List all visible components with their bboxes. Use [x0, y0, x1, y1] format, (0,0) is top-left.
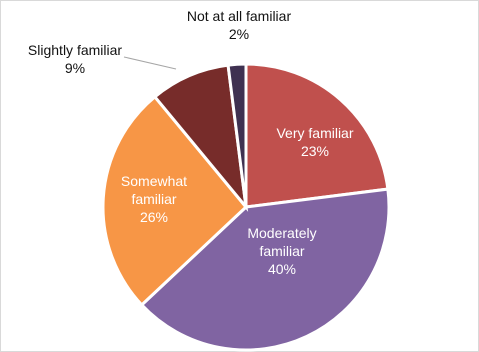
leader-lines	[123, 56, 177, 70]
pie-slices	[101, 62, 391, 352]
slice-label-slightly-familiar: Slightly familiar 9%	[28, 42, 122, 76]
slice-label-very-familiar: Very familiar 23%	[276, 125, 353, 159]
pie-slice-not-at-all-familiar	[226, 62, 248, 208]
pie-slice-slightly-familiar	[152, 63, 249, 212]
pie-slice-very-familiar	[244, 62, 390, 209]
leader-line-slightly-familiar	[123, 56, 177, 70]
pie-slice-moderately-familiar	[139, 187, 391, 352]
slice-label-moderately-familiar: Moderately familiar 40%	[247, 225, 316, 277]
slice-label-not-at-all-familiar: Not at all familiar 2%	[187, 8, 292, 42]
slice-labels: Very familiar 23% Moderately familiar 40% Som…	[28, 8, 354, 277]
slice-label-somewhat-familiar: Somewhat familiar 26%	[121, 173, 187, 225]
pie-slice-somewhat-familiar	[101, 94, 249, 308]
